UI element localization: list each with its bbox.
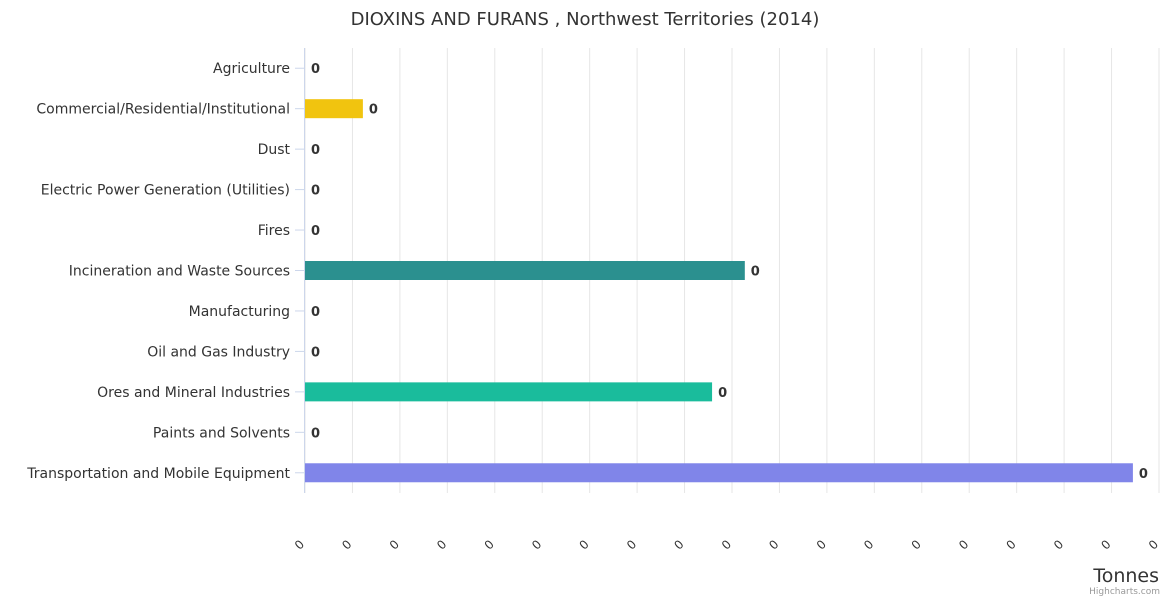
category-label: Electric Power Generation (Utilities) (41, 183, 290, 199)
category-label: Commercial/Residential/Institutional (36, 102, 290, 118)
category-label: Manufacturing (189, 304, 290, 320)
x-tick-label: 0 (292, 537, 307, 552)
x-tick-label: 0 (1146, 537, 1161, 552)
x-tick-label: 0 (719, 537, 734, 552)
credits-link[interactable]: Highcharts.com (1089, 587, 1160, 597)
bar[interactable] (305, 261, 745, 280)
category-label: Incineration and Waste Sources (69, 264, 290, 280)
data-label: 0 (311, 143, 320, 158)
x-tick-label: 0 (1051, 537, 1066, 552)
x-tick-labels: 0 0 0 0 0 0 0 0 0 0 0 0 0 0 0 0 0 0 0 (292, 537, 1161, 552)
bar[interactable] (305, 463, 1133, 483)
data-label: 0 (311, 224, 320, 239)
x-tick-label: 0 (1003, 537, 1018, 552)
data-label: 0 (311, 345, 320, 360)
bar[interactable] (305, 99, 363, 119)
x-tick-label: 0 (387, 537, 402, 552)
chart-title: DIOXINS AND FURANS , Northwest Territori… (351, 9, 820, 30)
data-label: 0 (311, 305, 320, 320)
bar[interactable] (305, 382, 713, 402)
category-label: Ores and Mineral Industries (97, 385, 290, 401)
category-labels: Agriculture Commercial/Residential/Instit… (26, 61, 290, 482)
x-tick-label: 0 (909, 537, 924, 552)
category-label: Oil and Gas Industry (147, 344, 290, 360)
x-tick-label: 0 (576, 537, 591, 552)
data-label: 0 (311, 426, 320, 441)
x-tick-label: 0 (1098, 537, 1113, 552)
x-tick-label: 0 (766, 537, 781, 552)
category-label: Fires (258, 223, 290, 239)
data-label: 0 (369, 103, 378, 118)
category-label: Dust (258, 142, 291, 158)
data-label: 0 (311, 62, 320, 77)
data-label: 0 (311, 184, 320, 199)
x-tick-label: 0 (339, 537, 354, 552)
x-tick-label: 0 (956, 537, 971, 552)
data-label: 0 (751, 265, 760, 280)
x-tick-label: 0 (482, 537, 497, 552)
x-tick-label: 0 (861, 537, 876, 552)
x-tick-label: 0 (529, 537, 544, 552)
grid-lines (295, 48, 1160, 493)
data-label: 0 (718, 386, 727, 401)
x-tick-label: 0 (671, 537, 686, 552)
category-label: Agriculture (213, 61, 290, 77)
data-labels: 0 0 0 0 0 0 0 0 0 0 0 (311, 62, 1148, 482)
x-tick-label: 0 (624, 537, 639, 552)
category-label: Paints and Solvents (153, 425, 290, 441)
bars (305, 99, 1133, 483)
category-label: Transportation and Mobile Equipment (26, 466, 290, 482)
x-tick-label: 0 (434, 537, 449, 552)
x-tick-label: 0 (814, 537, 829, 552)
value-axis-title: Tonnes (1092, 565, 1159, 587)
data-label: 0 (1139, 467, 1148, 482)
